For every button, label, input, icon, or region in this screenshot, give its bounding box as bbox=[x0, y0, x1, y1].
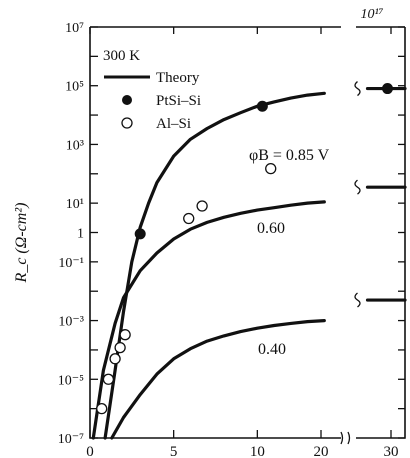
y-axis-label: R_c (Ω-cm²) bbox=[13, 203, 30, 284]
legend-entry-label: PtSi–Si bbox=[156, 93, 201, 109]
legend-open-circle bbox=[121, 117, 133, 129]
alsi-point bbox=[114, 341, 126, 354]
legend: 300 K Theory PtSi–Si Al–Si bbox=[103, 48, 201, 132]
y-tick-label: 10³ bbox=[66, 138, 84, 153]
y-tick-label: 10¹ bbox=[66, 197, 84, 212]
theory-curve bbox=[110, 319, 326, 440]
ptsi-point bbox=[382, 83, 393, 95]
alsi-point bbox=[183, 212, 195, 225]
y-axis-line bbox=[89, 27, 341, 439]
curve-label-060: 0.60 bbox=[257, 220, 285, 237]
curve-break-mark bbox=[354, 292, 361, 308]
legend-header: 300 K bbox=[103, 48, 140, 64]
y-tick-label: 10⁷ bbox=[65, 21, 84, 36]
alsi-point bbox=[96, 402, 108, 415]
ptsi-point bbox=[134, 228, 146, 240]
theory-curves bbox=[91, 81, 407, 440]
legend-entry-label: Theory bbox=[156, 70, 200, 86]
x-tick-label: 20 bbox=[314, 444, 329, 458]
alsi-point bbox=[196, 200, 208, 212]
x-tick-label: 5 bbox=[170, 444, 178, 458]
legend-entry-label: Al–Si bbox=[156, 116, 191, 132]
legend-filled-circle bbox=[122, 95, 132, 105]
x-tick-label: 10 bbox=[250, 444, 265, 458]
x-tick-label: 0 bbox=[86, 444, 94, 458]
curve-label-085: φB = 0.85 V bbox=[249, 147, 330, 164]
alsi-point bbox=[265, 162, 277, 175]
curve-label-040: 0.40 bbox=[258, 341, 286, 358]
theory-curve bbox=[91, 200, 326, 440]
ptsi-point bbox=[256, 100, 268, 112]
theory-curve bbox=[103, 91, 326, 440]
alsi-point bbox=[109, 353, 121, 365]
y-tick-label: 10⁻⁷ bbox=[58, 432, 84, 447]
curve-break-mark bbox=[354, 179, 361, 195]
corner-label: 10¹⁷ bbox=[360, 7, 383, 22]
data-points bbox=[96, 83, 393, 415]
y-tick-label: 10⁻¹ bbox=[58, 256, 84, 271]
y-tick-label: 10⁻³ bbox=[58, 315, 84, 330]
alsi-point bbox=[102, 373, 115, 385]
chart-labels: 10⁻⁷ 10⁻⁵ 10⁻³ 10⁻¹ 1 10¹ 10³ 10⁵ 10⁷ 0 5 10 20 30 R_c… bbox=[13, 7, 399, 458]
alsi-point bbox=[119, 329, 131, 341]
x-axis-break-mark bbox=[340, 431, 351, 445]
y-tick-label: 10⁻⁵ bbox=[58, 373, 84, 388]
y-tick-label: 10⁵ bbox=[65, 80, 84, 95]
y-tick-label: 1 bbox=[77, 227, 84, 242]
axes bbox=[89, 26, 406, 445]
curve-break-mark bbox=[354, 81, 361, 97]
x-tick-label: 30 bbox=[384, 444, 399, 458]
